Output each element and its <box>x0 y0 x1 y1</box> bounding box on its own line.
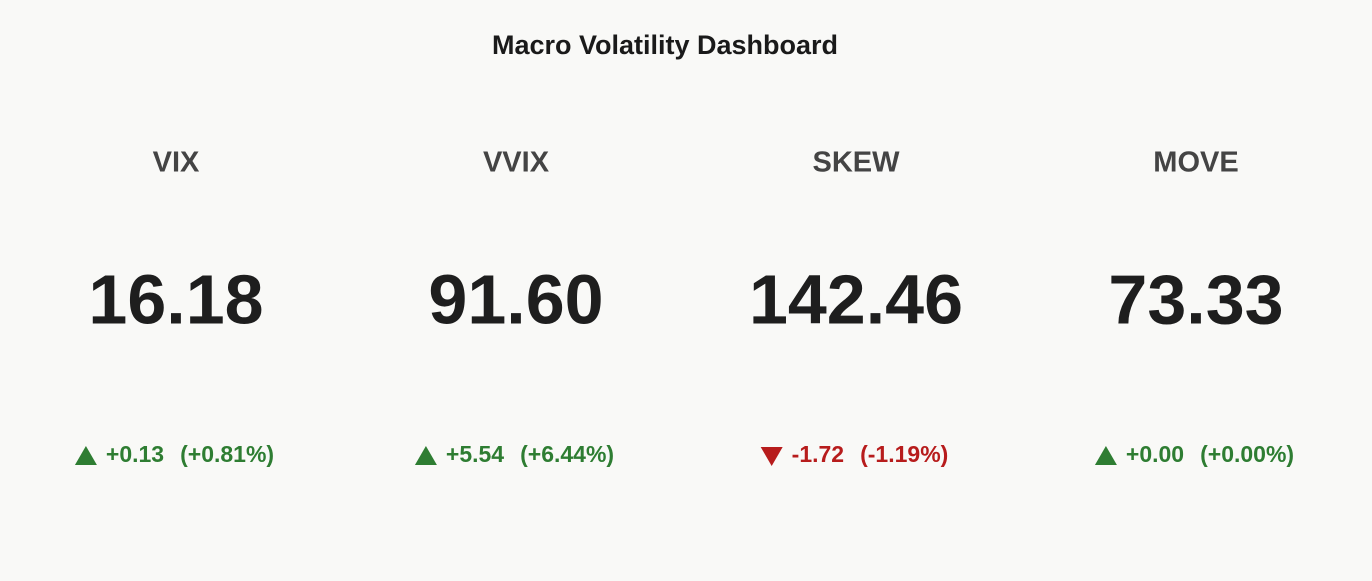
delta-text: +0.00 (+0.00%) <box>1126 441 1294 467</box>
delta-text: +0.13 (+0.81%) <box>106 441 274 467</box>
indicator-value: 16.18 <box>88 260 263 338</box>
delta-percent: (+6.44%) <box>520 441 614 467</box>
delta-arrow <box>760 447 783 466</box>
delta-arrow <box>414 446 437 465</box>
indicator-name: VVIX <box>483 147 550 179</box>
delta-text: +5.54 (+6.44%) <box>446 441 614 467</box>
indicator-name: SKEW <box>813 147 901 179</box>
delta-text: -1.72 (-1.19%) <box>792 441 949 467</box>
indicator-name: VIX <box>153 147 200 179</box>
delta-value: +0.13 <box>106 441 164 467</box>
delta-value: +0.00 <box>1126 441 1184 467</box>
delta-arrow <box>74 446 97 465</box>
delta-value: -1.72 <box>792 441 844 467</box>
indicator-name: MOVE <box>1153 147 1238 179</box>
delta-value: +5.54 <box>446 441 504 467</box>
indicator-value: 91.60 <box>428 260 603 338</box>
indicator-value: 73.33 <box>1108 260 1283 338</box>
dashboard-title: Macro Volatility Dashboard <box>492 30 838 60</box>
delta-percent: (-1.19%) <box>860 441 948 467</box>
delta-percent: (+0.81%) <box>180 441 274 467</box>
delta-arrow <box>1094 446 1117 465</box>
delta-percent: (+0.00%) <box>1200 441 1294 467</box>
indicator-value: 142.46 <box>749 260 963 338</box>
